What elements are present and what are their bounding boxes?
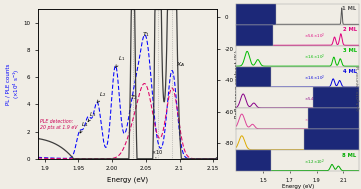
Text: $L_3$: $L_3$ xyxy=(88,110,96,122)
Text: 6 ML: 6 ML xyxy=(343,111,357,116)
FancyBboxPatch shape xyxy=(308,108,359,129)
Text: 1 ML: 1 ML xyxy=(343,6,357,11)
Text: $\times$5.4$\times$10$^2$: $\times$5.4$\times$10$^2$ xyxy=(304,95,325,104)
X-axis label: Energy (eV): Energy (eV) xyxy=(107,177,148,184)
Text: 2 ML: 2 ML xyxy=(343,27,357,32)
FancyBboxPatch shape xyxy=(313,87,359,108)
FancyBboxPatch shape xyxy=(236,25,273,46)
Text: PLE detection:
20 pts at 1.9 eV: PLE detection: 20 pts at 1.9 eV xyxy=(40,119,77,130)
Text: $T_2$: $T_2$ xyxy=(130,93,138,102)
Text: $\times$1.2$\times$10$^2$: $\times$1.2$\times$10$^2$ xyxy=(304,137,325,146)
Y-axis label: Reflectance contrast (%): Reflectance contrast (%) xyxy=(235,50,240,118)
Text: 5 ML: 5 ML xyxy=(343,90,357,95)
Y-axis label: PL / PLE counts
(×10$^4$ s$^{-1}$): PL / PLE counts (×10$^4$ s$^{-1}$) xyxy=(5,64,22,105)
Text: $X_A$: $X_A$ xyxy=(176,60,186,69)
FancyBboxPatch shape xyxy=(236,67,271,87)
FancyBboxPatch shape xyxy=(236,4,276,25)
Text: $\times$1$\times$10$^2$: $\times$1$\times$10$^2$ xyxy=(304,116,321,125)
FancyBboxPatch shape xyxy=(236,150,271,171)
Text: $L_4$: $L_4$ xyxy=(80,120,88,133)
Text: PL counts (×10$^4$ s$^{-1}$): PL counts (×10$^4$ s$^{-1}$) xyxy=(351,65,361,112)
Text: $\times$10: $\times$10 xyxy=(151,148,163,156)
Text: $T_1$: $T_1$ xyxy=(142,31,150,40)
Text: $\times$5.6$\times$10$^2$: $\times$5.6$\times$10$^2$ xyxy=(304,32,325,41)
Text: $\times$1.6$\times$10$^2$: $\times$1.6$\times$10$^2$ xyxy=(304,53,325,62)
Text: $\times$1.2$\times$10$^2$: $\times$1.2$\times$10$^2$ xyxy=(304,158,325,167)
Text: $L_2$: $L_2$ xyxy=(97,90,106,102)
X-axis label: Energy (eV): Energy (eV) xyxy=(282,184,314,189)
FancyBboxPatch shape xyxy=(304,129,359,150)
Text: 8 ML: 8 ML xyxy=(343,153,357,158)
Text: 3 ML: 3 ML xyxy=(343,48,357,53)
Text: $L_1$: $L_1$ xyxy=(116,54,125,68)
Text: 4 ML: 4 ML xyxy=(343,69,357,74)
Text: 7 ML: 7 ML xyxy=(343,132,357,137)
Text: $\times$1.6$\times$10$^2$: $\times$1.6$\times$10$^2$ xyxy=(304,74,325,83)
